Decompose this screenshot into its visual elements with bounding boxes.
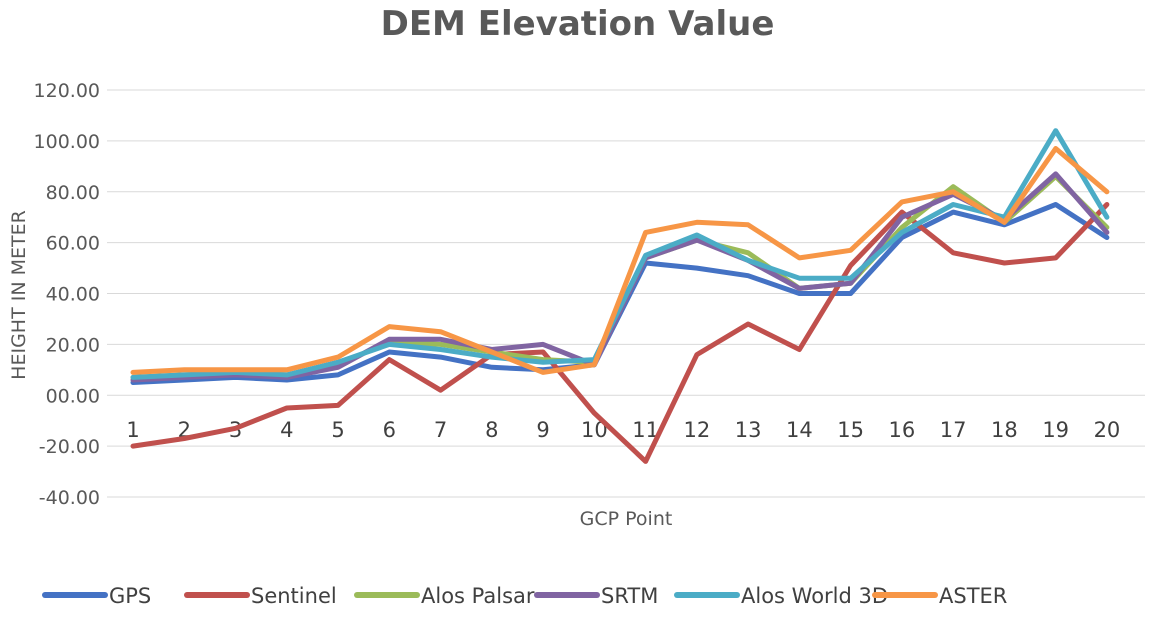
x-tick-label: 12 [683, 418, 710, 442]
y-tick-label: 20.00 [46, 334, 100, 356]
series-lines [130, 128, 1110, 464]
x-tick-label: 8 [485, 418, 498, 442]
y-tick-label: 60.00 [46, 233, 100, 255]
legend-label-gps: GPS [109, 584, 151, 608]
legend-label-sentinel: Sentinel [251, 584, 337, 608]
x-axis-ticks: 1 2 3 4 5 6 7 8 9 10 11 12 13 14 15 16 17 18 19 20 [126, 418, 1120, 442]
y-tick-label: 40.00 [46, 284, 100, 306]
x-tick-label: 9 [536, 418, 549, 442]
y-tick-label: -20.00 [39, 436, 100, 458]
series-line-sentinel [130, 202, 1110, 464]
legend: GPS Sentinel Alos Palsar SRTM Alos World 3D A… [42, 584, 1007, 608]
y-axis-ticks: -40.00 -20.00 00.00 20.00 40.00 60.00 80.00 100… [34, 80, 100, 509]
x-tick-label: 17 [940, 418, 967, 442]
x-axis-label: GCP Point [580, 508, 673, 530]
x-tick-label: 5 [331, 418, 344, 442]
legend-label-aster: ASTER [939, 584, 1007, 608]
x-tick-label: 14 [786, 418, 813, 442]
y-tick-label: -40.00 [39, 487, 100, 509]
legend-label-alos-world-3d: Alos World 3D [741, 584, 888, 608]
legend-label-alos-palsar: Alos Palsar [421, 584, 535, 608]
x-tick-label: 15 [837, 418, 864, 442]
legend-label-srtm: SRTM [601, 584, 658, 608]
y-tick-label: 80.00 [46, 182, 100, 204]
series-line-alos-world-3d [130, 128, 1110, 380]
x-tick-label: 4 [280, 418, 293, 442]
x-tick-label: 16 [889, 418, 916, 442]
x-tick-label: 13 [735, 418, 762, 442]
x-tick-label: 1 [126, 418, 139, 442]
chart-title: DEM Elevation Value [380, 4, 775, 44]
y-axis-label: HEIGHT IN METER [8, 210, 30, 380]
series-line-aster [130, 146, 1110, 375]
y-tick-label: 00.00 [46, 385, 100, 407]
x-tick-label: 6 [383, 418, 396, 442]
x-tick-label: 19 [1042, 418, 1069, 442]
x-tick-label: 7 [434, 418, 447, 442]
x-tick-label: 20 [1094, 418, 1121, 442]
x-tick-label: 18 [991, 418, 1018, 442]
y-tick-label: 100.00 [34, 131, 100, 153]
y-tick-label: 120.00 [34, 80, 100, 102]
